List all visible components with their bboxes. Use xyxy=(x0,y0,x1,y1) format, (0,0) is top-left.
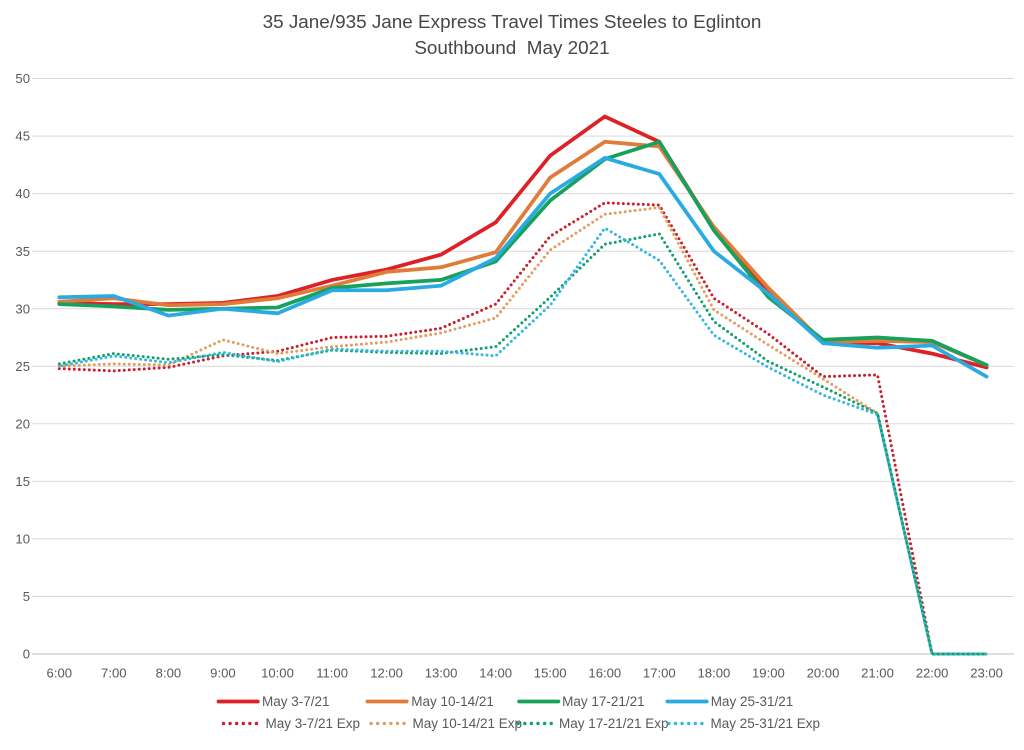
svg-text:May 25-31/21: May 25-31/21 xyxy=(711,694,794,709)
svg-text:35: 35 xyxy=(15,244,30,259)
svg-text:Southbound May 2021: Southbound May 2021 xyxy=(414,38,609,59)
svg-text:35 Jane/935 Jane Express Trave: 35 Jane/935 Jane Express Travel Times St… xyxy=(263,12,762,33)
svg-text:5: 5 xyxy=(23,589,30,604)
svg-text:May 17-21/21: May 17-21/21 xyxy=(562,694,645,709)
svg-text:6:00: 6:00 xyxy=(47,665,72,680)
svg-text:19:00: 19:00 xyxy=(752,665,785,680)
svg-text:50: 50 xyxy=(15,71,30,86)
svg-text:May 3-7/21: May 3-7/21 xyxy=(262,694,330,709)
svg-text:May 25-31/21 Exp: May 25-31/21 Exp xyxy=(711,716,821,731)
svg-text:12:00: 12:00 xyxy=(370,665,403,680)
svg-text:9:00: 9:00 xyxy=(210,665,235,680)
svg-text:8:00: 8:00 xyxy=(156,665,181,680)
svg-text:May 10-14/21: May 10-14/21 xyxy=(411,694,494,709)
svg-text:15:00: 15:00 xyxy=(534,665,567,680)
svg-text:23:00: 23:00 xyxy=(970,665,1003,680)
svg-text:16:00: 16:00 xyxy=(588,665,621,680)
svg-text:7:00: 7:00 xyxy=(101,665,126,680)
svg-text:25: 25 xyxy=(15,359,30,374)
svg-text:0: 0 xyxy=(23,647,30,662)
svg-text:20: 20 xyxy=(15,416,30,431)
svg-text:30: 30 xyxy=(15,301,30,316)
svg-text:May 17-21/21 Exp: May 17-21/21 Exp xyxy=(559,716,669,731)
svg-text:21:00: 21:00 xyxy=(861,665,894,680)
svg-text:13:00: 13:00 xyxy=(425,665,458,680)
svg-text:11:00: 11:00 xyxy=(316,665,348,680)
svg-text:May 3-7/21 Exp: May 3-7/21 Exp xyxy=(266,716,361,731)
svg-text:May 10-14/21 Exp: May 10-14/21 Exp xyxy=(413,716,523,731)
svg-text:10: 10 xyxy=(15,532,30,547)
svg-text:20:00: 20:00 xyxy=(807,665,840,680)
svg-text:17:00: 17:00 xyxy=(643,665,676,680)
svg-text:40: 40 xyxy=(15,186,30,201)
svg-text:15: 15 xyxy=(15,474,30,489)
svg-text:14:00: 14:00 xyxy=(479,665,512,680)
svg-text:22:00: 22:00 xyxy=(916,665,949,680)
svg-text:10:00: 10:00 xyxy=(261,665,294,680)
svg-text:45: 45 xyxy=(15,129,30,144)
svg-text:18:00: 18:00 xyxy=(698,665,731,680)
